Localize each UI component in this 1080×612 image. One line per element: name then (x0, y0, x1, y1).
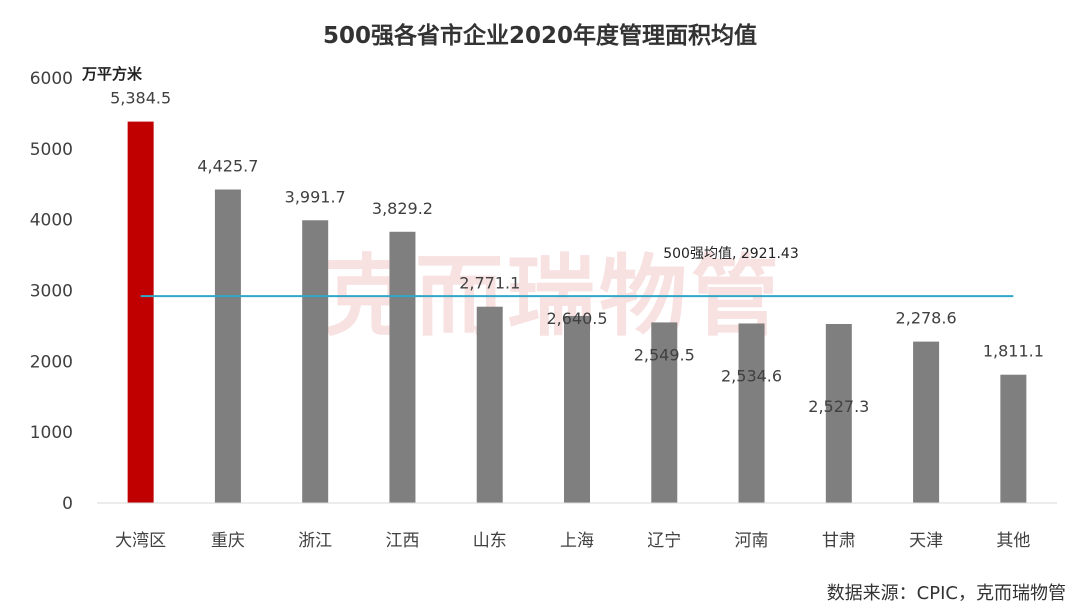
data-label: 5,384.5 (110, 89, 171, 108)
y-tick-label: 4000 (30, 211, 73, 231)
x-tick-label: 甘肃 (822, 531, 856, 551)
data-label: 2,640.5 (546, 309, 607, 328)
bar-辽宁 (651, 322, 678, 503)
x-tick-label: 辽宁 (647, 531, 681, 551)
bar-山东 (476, 306, 503, 503)
y-tick-label: 6000 (30, 69, 73, 89)
data-label: 2,771.1 (459, 274, 520, 293)
data-label: 2,527.3 (808, 397, 869, 416)
source-note: 数据来源：CPIC，克而瑞物管 (827, 583, 1066, 604)
y-axis-unit: 万平方米 (81, 65, 143, 83)
data-label: 3,829.2 (372, 199, 433, 218)
chart-title: 500强各省市企业2020年度管理面积均值 (323, 22, 757, 49)
data-label: 2,278.6 (896, 309, 957, 328)
x-tick-label: 浙江 (298, 531, 332, 551)
data-label: 2,549.5 (634, 345, 695, 364)
y-tick-label: 5000 (30, 140, 73, 160)
bar-浙江 (302, 220, 329, 503)
y-axis: 0 1000 2000 3000 4000 5000 6000 (30, 69, 73, 514)
bar-重庆 (214, 189, 241, 503)
bar-天津 (913, 341, 940, 503)
y-tick-label: 2000 (30, 352, 73, 372)
x-tick-label: 天津 (909, 531, 943, 551)
bar-江西 (389, 231, 416, 503)
bars (127, 121, 1027, 504)
x-axis: 大湾区 重庆 浙江 江西 山东 上海 辽宁 河南 甘肃 天津 其他 (115, 531, 1030, 551)
bar-甘肃 (825, 323, 852, 503)
data-label: 4,425.7 (197, 157, 258, 176)
x-tick-label: 河南 (735, 531, 769, 551)
x-tick-label: 重庆 (211, 531, 245, 551)
y-tick-label: 1000 (30, 423, 73, 443)
data-label: 1,811.1 (983, 342, 1044, 361)
average-label: 500强均值, 2921.43 (663, 246, 799, 262)
data-label: 3,991.7 (285, 187, 346, 206)
x-tick-label: 大湾区 (115, 531, 166, 551)
x-tick-label: 上海 (560, 531, 594, 551)
x-tick-label: 其他 (996, 531, 1030, 551)
bar-河南 (738, 323, 765, 503)
x-tick-label: 山东 (473, 531, 507, 551)
data-label: 2,534.6 (721, 366, 782, 385)
y-tick-label: 3000 (30, 282, 73, 302)
bar-其他 (1000, 374, 1027, 503)
bar-上海 (564, 315, 590, 503)
bar-大湾区 (127, 121, 154, 504)
data-labels: 5,384.5 4,425.7 3,991.7 3,829.2 2,771.1 2,640… (110, 89, 1044, 416)
y-tick-label: 0 (62, 494, 73, 514)
x-tick-label: 江西 (385, 531, 419, 551)
